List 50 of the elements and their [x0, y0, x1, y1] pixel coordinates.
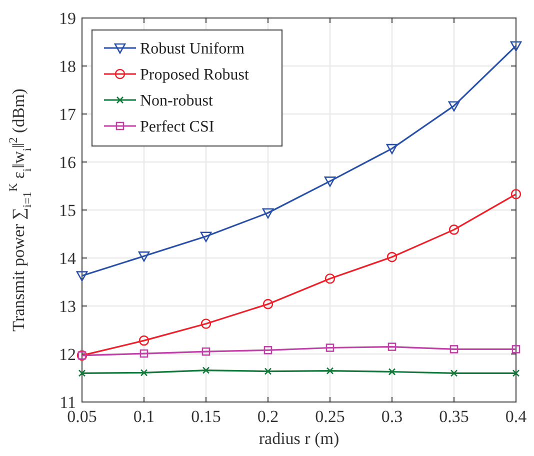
point [262, 208, 274, 219]
point [138, 335, 150, 346]
point [326, 344, 334, 352]
point [78, 370, 86, 377]
point [140, 349, 148, 358]
legend-label: Robust Uniform [140, 40, 245, 58]
legend-label: Perfect CSI [140, 118, 214, 136]
point [262, 298, 274, 310]
point [512, 370, 520, 377]
point [202, 366, 210, 374]
y-tick-label: 13 [59, 296, 76, 316]
point [512, 345, 520, 354]
point [264, 368, 272, 375]
point [324, 176, 336, 187]
x-tick-label: 0.35 [439, 407, 469, 426]
point [138, 251, 150, 262]
point [76, 271, 88, 282]
x-axis-title: radius r (m) [258, 429, 340, 448]
point [450, 345, 458, 354]
point [388, 368, 396, 376]
point [386, 144, 398, 154]
legend-label: Proposed Robust [140, 66, 250, 84]
point [450, 370, 458, 377]
legend-label: Non-robust [140, 92, 214, 110]
point [510, 41, 522, 52]
point [388, 342, 396, 351]
y-tick-label: 12 [59, 344, 76, 364]
x-tick-label: 0.3 [381, 407, 403, 426]
x-tick-label: 0.15 [191, 407, 221, 426]
x-tick-label: 0.2 [257, 407, 279, 426]
point [386, 252, 398, 262]
y-tick-label: 19 [59, 8, 76, 28]
point [510, 189, 522, 200]
x-tick-label: 0.25 [315, 407, 345, 426]
point [200, 318, 212, 329]
y-tick-label: 16 [59, 152, 76, 172]
point [324, 273, 336, 284]
y-tick-label: 14 [59, 248, 76, 268]
x-tick-label: 0.4 [505, 407, 528, 426]
y-tick-label: 17 [59, 104, 76, 124]
point [140, 369, 148, 376]
x-tick-label: 0.1 [133, 407, 155, 426]
y-tick-label: 15 [59, 200, 76, 220]
point [448, 101, 460, 112]
y-tick-label: 18 [59, 56, 76, 76]
point [200, 232, 212, 242]
point [448, 224, 460, 235]
point [326, 367, 334, 374]
point [264, 346, 272, 354]
point [202, 347, 210, 356]
